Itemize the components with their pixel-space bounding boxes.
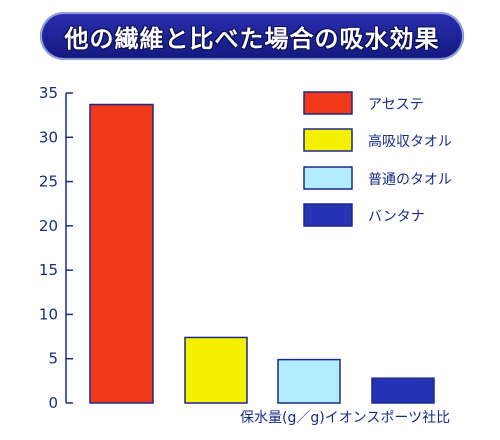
- bar-4: [371, 377, 435, 404]
- y-tick-label: 25: [39, 173, 58, 191]
- legend-label-4: バンタナ: [368, 209, 425, 225]
- legend-swatch-4: [303, 203, 353, 227]
- bars: [89, 103, 435, 404]
- bar-2: [184, 336, 248, 404]
- legend-swatch-3: [303, 166, 353, 190]
- title-banner: 他の繊維と比べた場合の吸水効果: [40, 12, 464, 60]
- y-tick-label: 30: [39, 128, 58, 146]
- legend-label-1: アセステ: [368, 97, 424, 113]
- legend-label-2: 高吸収タオル: [368, 133, 452, 150]
- y-tick-label: 0: [48, 394, 58, 412]
- source-note: 保水量(g／g)イオンスポーツ社比: [240, 410, 451, 426]
- y-axis: 0 5 10 15 20 25 30 35: [39, 84, 73, 412]
- bar-1: [89, 103, 154, 404]
- y-tick-label: 5: [48, 350, 58, 368]
- legend-label-3: 普通のタオル: [368, 172, 452, 188]
- y-tick-label: 20: [39, 217, 58, 235]
- y-tick-label: 10: [39, 305, 58, 323]
- y-tick-label: 15: [39, 261, 58, 279]
- legend-swatch-2: [303, 128, 353, 152]
- bar-3: [277, 358, 341, 404]
- legend-swatch-1: [303, 91, 353, 115]
- y-tick-label: 35: [39, 84, 58, 102]
- chart-title: 他の繊維と比べた場合の吸水効果: [64, 24, 440, 53]
